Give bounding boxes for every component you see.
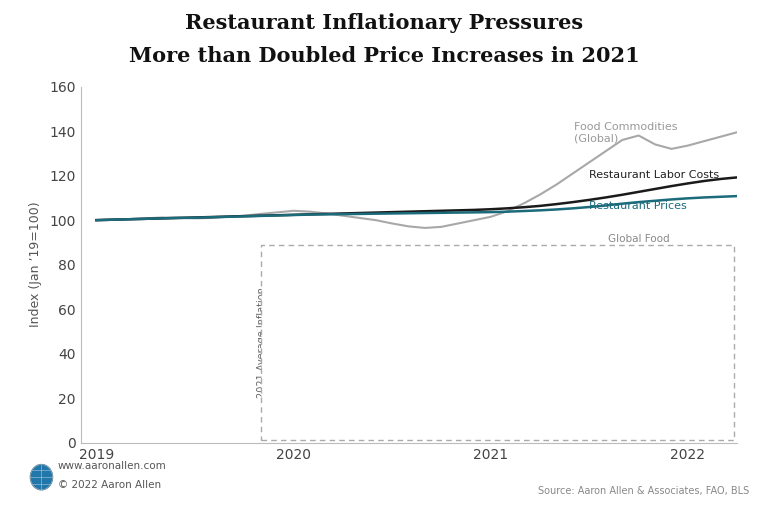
Text: 28.4%: 28.4%	[617, 341, 660, 354]
Bar	[601, 261, 676, 434]
Text: © 2022 Aaron Allen: © 2022 Aaron Allen	[58, 479, 161, 490]
Text: Restaurant Prices: Restaurant Prices	[589, 201, 687, 211]
Bar	[465, 380, 540, 434]
Y-axis label: 2021 Average Inflation: 2021 Average Inflation	[257, 287, 266, 398]
Circle shape	[31, 465, 52, 490]
Text: 4.5%: 4.5%	[349, 414, 384, 427]
Text: Restaurant Inflationary Pressures: Restaurant Inflationary Pressures	[185, 13, 583, 33]
Bar	[329, 407, 404, 434]
Text: Restaurant Labor Costs: Restaurant Labor Costs	[589, 170, 720, 180]
Text: Global Food
Commodities: Global Food Commodities	[604, 234, 673, 256]
Text: Restaurant
Prices: Restaurant Prices	[338, 380, 395, 402]
Text: Source: Aaron Allen & Associates, FAO, BLS: Source: Aaron Allen & Associates, FAO, B…	[538, 486, 749, 496]
Text: 8.9%: 8.9%	[485, 403, 520, 416]
Text: www.aaronallen.com: www.aaronallen.com	[58, 461, 167, 471]
Y-axis label: Index (Jan ’19=100): Index (Jan ’19=100)	[29, 202, 42, 327]
Text: Restaurant
Labor Costs: Restaurant Labor Costs	[472, 353, 533, 375]
Text: More than Doubled Price Increases in 2021: More than Doubled Price Increases in 202…	[128, 46, 640, 66]
Text: Food Commodities
(Global): Food Commodities (Global)	[574, 122, 677, 144]
